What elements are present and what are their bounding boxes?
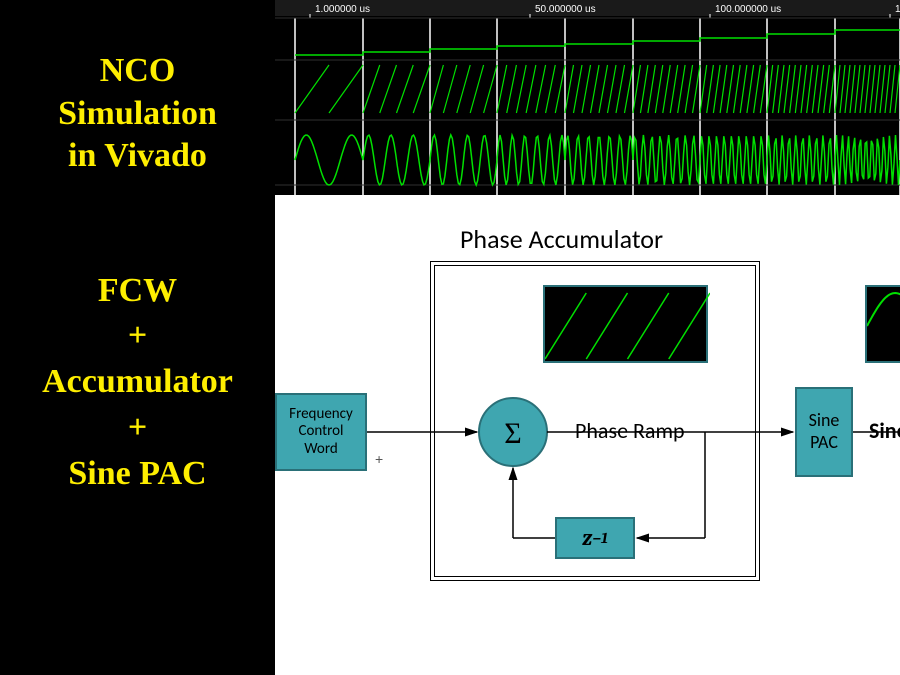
subtitle-block: FCW+Accumulator+Sine PAC xyxy=(18,268,257,497)
title-line: in Vivado xyxy=(18,135,257,178)
title-line: Simulation xyxy=(18,93,257,136)
svg-text:100.000000 us: 100.000000 us xyxy=(715,4,781,15)
subtitle-line: Sine PAC xyxy=(18,451,257,497)
phase-ramp-label: Phase Ramp xyxy=(575,417,685,444)
sine-preview-window xyxy=(865,285,900,363)
diagram-blocks: Phase Accumulator Frequency Control Word +… xyxy=(275,195,900,675)
svg-text:150.000000 us: 150.000000 us xyxy=(895,4,900,15)
subtitle-line: + xyxy=(18,405,257,451)
svg-text:50.000000 us: 50.000000 us xyxy=(535,4,596,15)
svg-text:1.000000 us: 1.000000 us xyxy=(315,4,370,15)
delay-block: z−1 xyxy=(555,517,635,559)
waveform-panel: 1.000000 us 50.000000 us 100.000000 us 150.… xyxy=(275,0,900,195)
block-diagram-panel: Σ Phase AccumulatorFrequency Control Wor… xyxy=(275,195,900,675)
phase-accumulator-title: Phase Accumulator xyxy=(460,223,663,255)
sine-pac-block: Sine PAC xyxy=(795,387,853,477)
fcw-block: Frequency Control Word xyxy=(275,393,367,471)
title-line: NCO xyxy=(18,50,257,93)
ramp-preview-window xyxy=(543,285,708,363)
left-text-panel: NCOSimulationin Vivado FCW+Accumulator+S… xyxy=(0,0,275,675)
plus-symbol: + xyxy=(375,451,383,467)
waveform-svg: 1.000000 us 50.000000 us 100.000000 us 150.… xyxy=(275,0,900,195)
title-block: NCOSimulationin Vivado xyxy=(18,50,257,178)
sine-wave-label: Sine W xyxy=(869,417,900,444)
subtitle-line: FCW xyxy=(18,268,257,314)
subtitle-line: + xyxy=(18,313,257,359)
subtitle-line: Accumulator xyxy=(18,359,257,405)
